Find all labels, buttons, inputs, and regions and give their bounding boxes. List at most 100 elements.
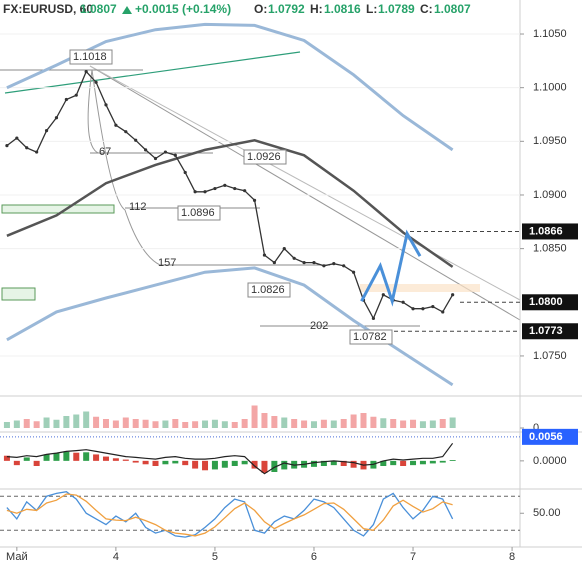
separators	[0, 0, 582, 548]
histogram-bar	[390, 460, 397, 466]
histogram-bar	[202, 460, 209, 471]
volume-bar	[83, 411, 90, 428]
histogram-bar	[211, 460, 218, 470]
volume-bar	[241, 419, 248, 428]
close: 1.0807	[434, 2, 471, 16]
volume-bar	[142, 419, 149, 428]
price-label: 1.0773	[529, 325, 563, 337]
oscillator-line	[6, 493, 453, 537]
volume-bar	[261, 413, 268, 428]
price-point	[272, 260, 276, 265]
histogram-bar	[162, 460, 169, 465]
drawings	[0, 51, 521, 327]
x-tick-label: 5	[212, 551, 218, 563]
price-point	[84, 69, 88, 74]
histogram-bar	[380, 460, 387, 466]
price-point	[431, 304, 435, 309]
histogram-bar	[320, 460, 327, 466]
price-point	[371, 316, 376, 320]
volume-bar	[330, 420, 337, 428]
histogram-bar	[122, 459, 129, 461]
histogram-bar	[182, 460, 189, 466]
volume-bar	[370, 416, 377, 428]
fan-label: 157	[158, 257, 176, 269]
volume-bar	[221, 421, 228, 428]
histogram-bar	[192, 460, 199, 469]
volume-bar	[410, 419, 417, 428]
price-point	[282, 247, 286, 251]
histogram-bar	[152, 460, 159, 466]
trend-line	[89, 65, 521, 321]
annotation-box	[177, 205, 221, 221]
oscillator-line	[6, 491, 454, 538]
volume-bar	[271, 416, 278, 428]
price-point	[124, 130, 128, 134]
volume-bar	[429, 420, 436, 428]
y-tick-label: 1.0750	[533, 350, 567, 362]
histogram-bar	[33, 460, 40, 466]
price-point	[381, 293, 385, 297]
zone	[360, 284, 480, 292]
volume-bar	[291, 419, 298, 428]
histogram-bar	[419, 460, 426, 465]
low-label: L:	[366, 2, 377, 16]
fan-label: 202	[310, 320, 328, 332]
histogram-bar	[429, 460, 436, 464]
volume-bar	[439, 419, 446, 428]
price-label: 1.0866	[529, 225, 563, 237]
price-point	[322, 264, 326, 268]
price-point	[262, 253, 267, 257]
histogram-bar	[73, 452, 80, 461]
price-point	[74, 93, 78, 97]
price-point	[312, 260, 316, 265]
price-point	[233, 186, 237, 191]
current-label-box	[522, 428, 578, 445]
volume-bar	[102, 419, 109, 428]
trend-line	[4, 51, 301, 94]
volume-bar	[172, 419, 179, 428]
x-tick-label: 8	[509, 551, 515, 563]
histogram-bar	[231, 460, 238, 466]
price-point	[144, 148, 148, 152]
price-point	[134, 138, 138, 142]
volume-bar	[301, 420, 308, 428]
zone	[1, 287, 36, 301]
price-point	[173, 153, 177, 157]
price-point	[421, 307, 425, 311]
price-label-box	[522, 323, 578, 340]
price-point	[441, 310, 445, 314]
y-tick-label: 1.0850	[533, 243, 567, 255]
histogram-bar	[261, 460, 268, 473]
y-tick-label: 1.0900	[533, 189, 567, 201]
volume-bar	[390, 419, 397, 428]
volume-bar	[380, 418, 387, 428]
price-point	[44, 128, 49, 133]
histogram-bar	[350, 460, 357, 468]
histogram-bar	[439, 460, 446, 463]
price-point	[15, 136, 19, 140]
volume-bar	[13, 420, 20, 428]
y-tick-label: 1.1000	[533, 82, 567, 94]
price-point	[5, 144, 9, 148]
y-tick-label: 1.1050	[533, 28, 567, 40]
histogram-bar	[112, 458, 119, 461]
histogram-bar	[330, 460, 337, 466]
price-point	[163, 150, 168, 154]
price-point	[302, 260, 306, 265]
annotation: 1.0782	[353, 331, 387, 343]
volume-bar	[122, 417, 129, 428]
annotation-box	[243, 149, 287, 165]
price-point	[193, 190, 197, 194]
price-point	[451, 293, 455, 297]
up-arrow	[122, 6, 132, 14]
projection-line	[360, 229, 422, 307]
volume-bar	[251, 405, 258, 428]
histogram-bar	[83, 452, 90, 461]
y-tick-label: 50.00	[533, 507, 561, 519]
volume-bar	[449, 417, 456, 428]
volume-bar	[340, 419, 347, 428]
change: +0.0015 (+0.14%)	[135, 2, 231, 16]
price-point	[64, 97, 68, 102]
